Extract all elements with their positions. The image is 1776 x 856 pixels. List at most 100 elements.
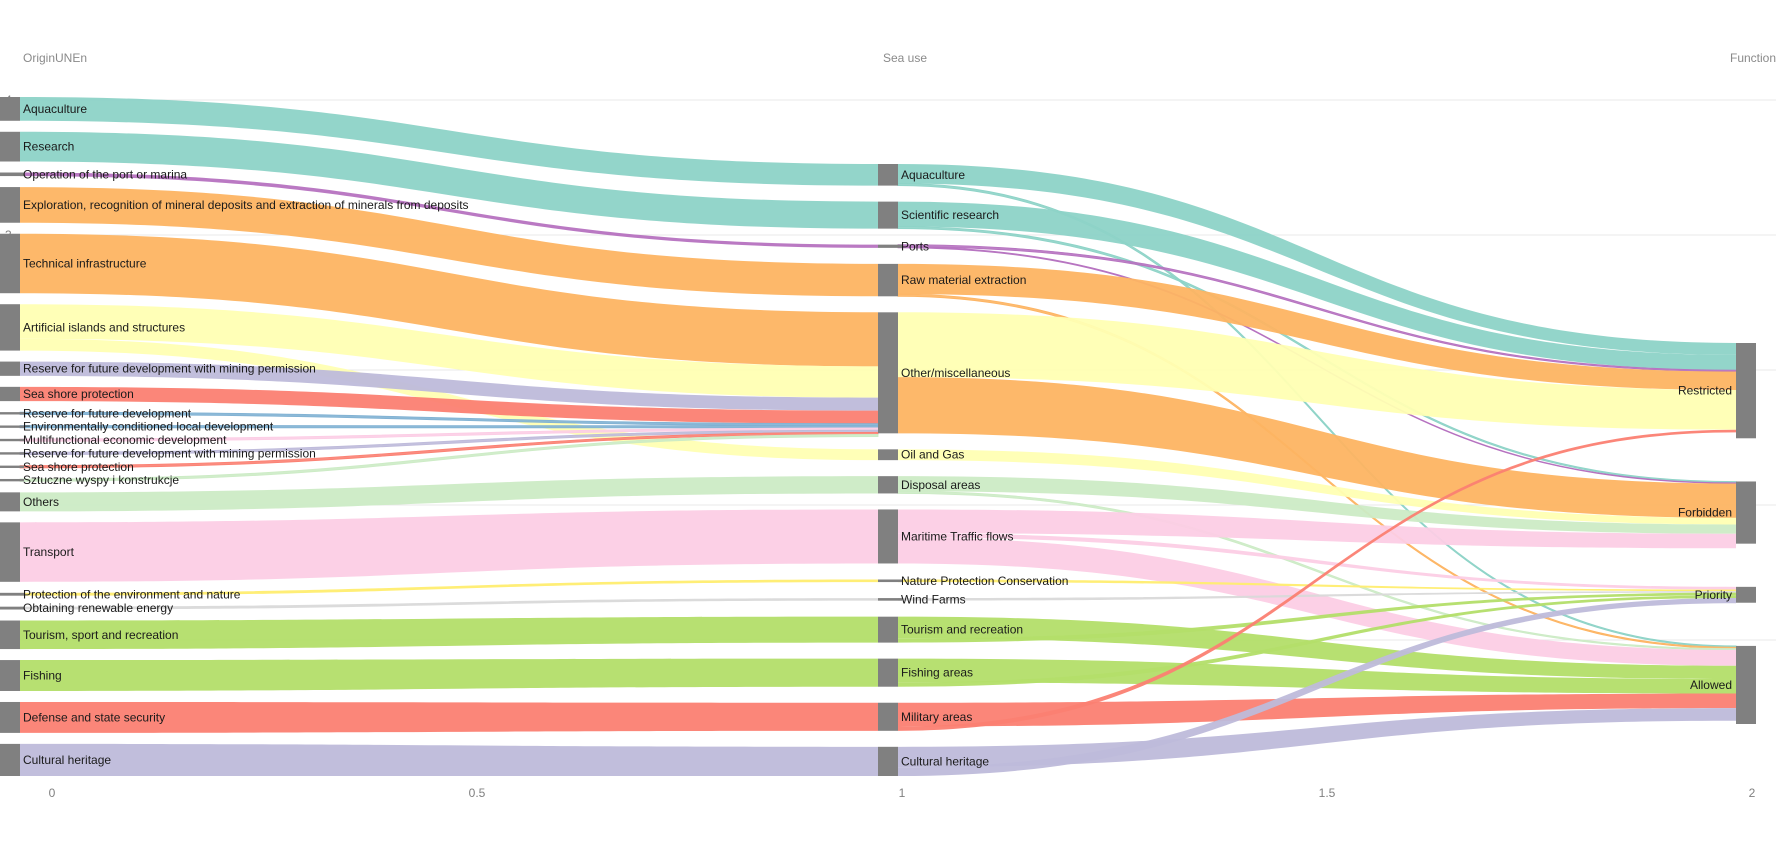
category-label: Forbidden — [1678, 506, 1732, 520]
category-label: Others — [23, 495, 59, 509]
category-node-bar[interactable] — [1736, 645, 1756, 724]
category-node-bar[interactable] — [0, 97, 20, 121]
category-label: Environmentally conditioned local develo… — [23, 420, 274, 434]
flow-link — [898, 616, 1736, 680]
category-label: Multifunctional economic development — [23, 433, 227, 447]
dimension-title: Function — [1730, 51, 1776, 65]
category-node-bar[interactable] — [0, 620, 20, 650]
category-label: Defense and state security — [23, 710, 165, 724]
category-node-bar[interactable] — [878, 658, 898, 687]
category-label: Tourism, sport and recreation — [23, 628, 178, 642]
flow-link — [898, 377, 1736, 518]
flow-link — [20, 743, 878, 776]
flow-link — [898, 595, 1736, 687]
x-tick-label: 1 — [899, 786, 906, 800]
category-node-bar[interactable] — [0, 412, 24, 415]
category-node-bar[interactable] — [878, 579, 902, 583]
flow-link — [20, 187, 878, 297]
category-node-bar[interactable] — [0, 465, 24, 468]
category-node-bar[interactable] — [1736, 586, 1756, 603]
category-label: Sea shore protection — [23, 387, 134, 401]
flow-link — [898, 429, 1736, 731]
category-label: Wind Farms — [901, 592, 966, 606]
flow-link — [19, 434, 879, 482]
category-node-bar[interactable] — [878, 509, 898, 564]
category-node-bar[interactable] — [0, 606, 24, 610]
category-node-bar[interactable] — [0, 743, 20, 776]
dimension-titles: OriginUNEn Sea use Function — [23, 51, 1776, 65]
category-node-bar[interactable] — [0, 131, 20, 162]
flow-link — [898, 579, 1736, 592]
dimension-title: OriginUNEn — [23, 51, 87, 65]
category-node-bar[interactable] — [0, 386, 20, 402]
category-node-bar[interactable] — [0, 425, 24, 428]
category-node-bar[interactable] — [878, 702, 898, 731]
flow-link — [20, 97, 878, 186]
flow-link — [20, 701, 878, 733]
category-node-bar[interactable] — [0, 701, 20, 733]
category-node-bar[interactable] — [0, 233, 20, 294]
category-label: Allowed — [1690, 678, 1732, 692]
flow-link — [898, 164, 1736, 355]
category-node-bar[interactable] — [0, 660, 20, 691]
flow-link — [20, 598, 878, 610]
flow-link — [20, 131, 878, 229]
category-label: Exploration, recognition of mineral depo… — [23, 198, 469, 212]
flow-link — [898, 449, 1736, 525]
category-node-bar[interactable] — [878, 476, 898, 494]
flow-link — [20, 616, 878, 650]
category-label: Reserve for future development with mini… — [23, 362, 316, 376]
category-node-bar[interactable] — [878, 616, 898, 643]
x-tick-label: 0.5 — [469, 786, 486, 800]
category-label: Cultural heritage — [901, 754, 989, 768]
category-node-bar[interactable] — [878, 312, 898, 434]
category-nodes — [0, 97, 1756, 776]
flow-link — [898, 312, 1736, 430]
category-node-bar[interactable] — [0, 438, 24, 442]
category-node-bar[interactable] — [878, 164, 898, 186]
category-node-bar[interactable] — [878, 201, 898, 229]
category-label: Priority — [1695, 588, 1732, 602]
category-node-bar[interactable] — [878, 449, 898, 461]
flow-link — [898, 533, 1736, 590]
category-node-bar[interactable] — [0, 304, 20, 351]
category-node-bar[interactable] — [0, 478, 24, 482]
category-label: Fishing areas — [901, 666, 973, 680]
category-label: Artificial islands and structures — [23, 320, 185, 334]
flow-link — [898, 591, 1736, 601]
category-node-bar[interactable] — [0, 361, 20, 376]
x-tick-label: 1.5 — [1319, 786, 1336, 800]
category-node-bar[interactable] — [1736, 343, 1756, 439]
x-axis-ticks: 0 0.5 1 1.5 2 — [49, 786, 1756, 800]
category-label: Reserve for future development with mini… — [23, 446, 316, 460]
category-label: Restricted — [1678, 384, 1732, 398]
category-node-bar[interactable] — [0, 522, 20, 582]
category-node-bar[interactable] — [0, 452, 24, 455]
flow-link — [898, 537, 1736, 666]
category-node-bar[interactable] — [878, 746, 898, 776]
flow-link — [20, 476, 878, 512]
category-label: Operation of the port or marina — [23, 167, 187, 181]
x-tick-label: 0 — [49, 786, 56, 800]
category-node-bar[interactable] — [0, 172, 24, 177]
category-label: Disposal areas — [901, 478, 980, 492]
category-node-bar[interactable] — [0, 492, 20, 512]
flow-link — [20, 172, 878, 248]
category-node-bar[interactable] — [0, 592, 24, 596]
category-labels: Aquaculture Research Operation of the port… — [23, 102, 1732, 769]
category-label: Sztuczne wyspy i konstrukcje — [23, 473, 179, 487]
flow-link — [20, 579, 878, 596]
category-node-bar[interactable] — [878, 244, 902, 248]
category-label: Fishing — [23, 669, 62, 683]
category-node-bar[interactable] — [0, 187, 20, 223]
category-label: Other/miscellaneous — [901, 366, 1010, 380]
category-node-bar[interactable] — [1736, 481, 1756, 544]
flow-link — [898, 693, 1736, 727]
flow-link — [898, 509, 1736, 549]
category-node-bar[interactable] — [878, 263, 898, 297]
category-label: Scientific research — [901, 208, 999, 222]
category-node-bar[interactable] — [878, 598, 902, 601]
category-label: Obtaining renewable energy — [23, 601, 173, 615]
flow-link — [898, 201, 1736, 371]
